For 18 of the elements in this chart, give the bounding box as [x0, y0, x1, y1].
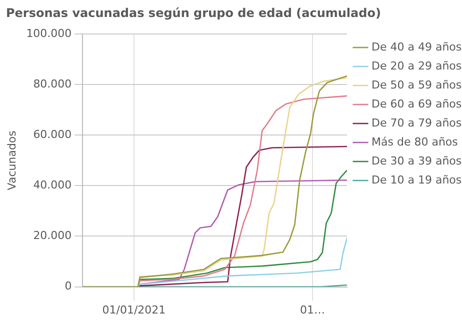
legend-label: De 70 a 79 años — [372, 116, 462, 130]
legend-label: De 20 a 29 años — [372, 59, 462, 72]
legend-label: De 10 a 19 años — [372, 173, 462, 186]
legend-label: De 50 a 59 años — [372, 78, 462, 92]
y-axis-title: Vacunados — [5, 130, 18, 190]
chart-title: Personas vacunadas según grupo de edad (acumulado) — [5, 5, 382, 22]
x-tick-label: 01/01/2021 — [102, 303, 166, 316]
x-tick-label: 01… — [300, 303, 325, 316]
legend-label: De 30 a 39 años — [372, 154, 462, 168]
y-tick-label: 0 — [64, 280, 72, 293]
y-tick-label: 100.000 — [26, 26, 72, 40]
legend-label: De 40 a 49 años — [372, 40, 462, 54]
y-tick-label: 80.000 — [33, 77, 72, 90]
y-tick-label: 40.000 — [33, 178, 72, 192]
legend-label: De 60 a 69 años — [372, 97, 462, 110]
y-tick-label: 20.000 — [33, 229, 72, 242]
y-tick-label: 60.000 — [33, 128, 72, 141]
legend-label: Más de 80 años — [372, 135, 458, 148]
